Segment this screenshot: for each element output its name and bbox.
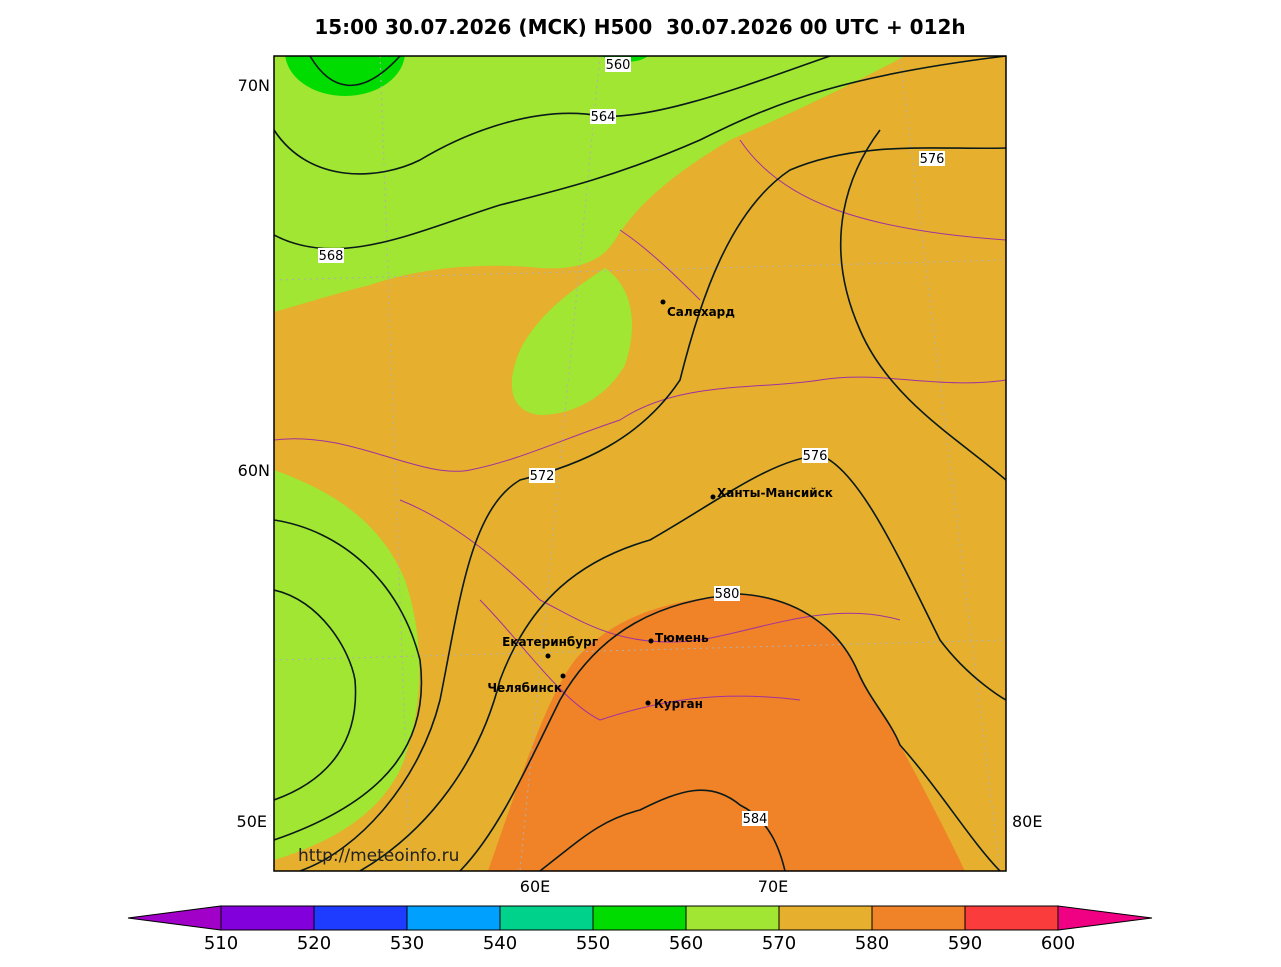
contour-label: 580 (715, 587, 740, 602)
colorbar-bin (871, 905, 966, 931)
colorbar-tick-label: 560 (669, 933, 703, 954)
colorbar-tick-label: 520 (297, 933, 331, 954)
colorbar-bin (592, 905, 687, 931)
contour-label: 576 (803, 449, 828, 464)
colorbar-tick-label: 580 (855, 933, 889, 954)
contour-label: 584 (743, 812, 768, 827)
contour-label-bg (529, 468, 555, 483)
contour-label: 576 (920, 152, 945, 167)
contour-label: 568 (319, 249, 344, 264)
city-label: Екатеринбург (502, 635, 598, 649)
contour-label: 564 (591, 110, 616, 125)
axis-label: 70E (758, 877, 788, 896)
colorbar-bin (964, 905, 1059, 931)
city-label: Салехард (667, 305, 735, 319)
colorbar-tick-label: 510 (204, 933, 238, 954)
contour-label-bg (318, 248, 344, 263)
axis-label: 60N (238, 461, 270, 480)
contour-label-bg (590, 109, 616, 124)
city-dot (545, 653, 551, 659)
axis-label: 70N (238, 76, 270, 95)
colorbar-tick-label: 540 (483, 933, 517, 954)
source-url: http://meteoinfo.ru (298, 846, 459, 866)
contour-label-bg (714, 586, 740, 601)
city-label: Ханты-Мансийск (717, 486, 833, 500)
city-dot (660, 299, 666, 305)
colorbar-under (127, 905, 222, 931)
city-dot (560, 673, 566, 679)
city-label: Челябинск (487, 681, 562, 695)
axis-label: 80E (1012, 812, 1042, 831)
city-label: Тюмень (655, 631, 709, 645)
city-dot (648, 638, 654, 644)
colorbar-tick-label: 600 (1041, 933, 1075, 954)
contour-label: 572 (530, 469, 555, 484)
colorbar-bin (499, 905, 594, 931)
map (274, 56, 1006, 871)
colorbar-tick-label: 570 (762, 933, 796, 954)
colorbar-tick-label: 590 (948, 933, 982, 954)
colorbar-bin (685, 905, 780, 931)
axis-label: 60E (520, 877, 550, 896)
title: 15:00 30.07.2026 (MCK) H500 30.07.2026 0… (314, 15, 965, 39)
colorbar-over (1057, 905, 1153, 931)
contour-label-bg (742, 811, 768, 826)
contour-label-bg (802, 448, 828, 463)
colorbar-bin (220, 905, 315, 931)
colorbar-bin (406, 905, 501, 931)
colorbar: 510 520 530 540 550 560 570 580 590 600 (127, 905, 1153, 954)
contour-label-bg (605, 57, 631, 72)
city-dot (710, 494, 716, 500)
axis-label: 50E (237, 812, 267, 831)
colorbar-bin (778, 905, 873, 931)
contour-label: 560 (606, 58, 631, 73)
colorbar-tick-label: 530 (390, 933, 424, 954)
colorbar-tick-label: 550 (576, 933, 610, 954)
city-dot (645, 700, 651, 706)
city-label: Курган (654, 697, 703, 711)
colorbar-bin (313, 905, 408, 931)
contour-label-bg (919, 151, 945, 166)
